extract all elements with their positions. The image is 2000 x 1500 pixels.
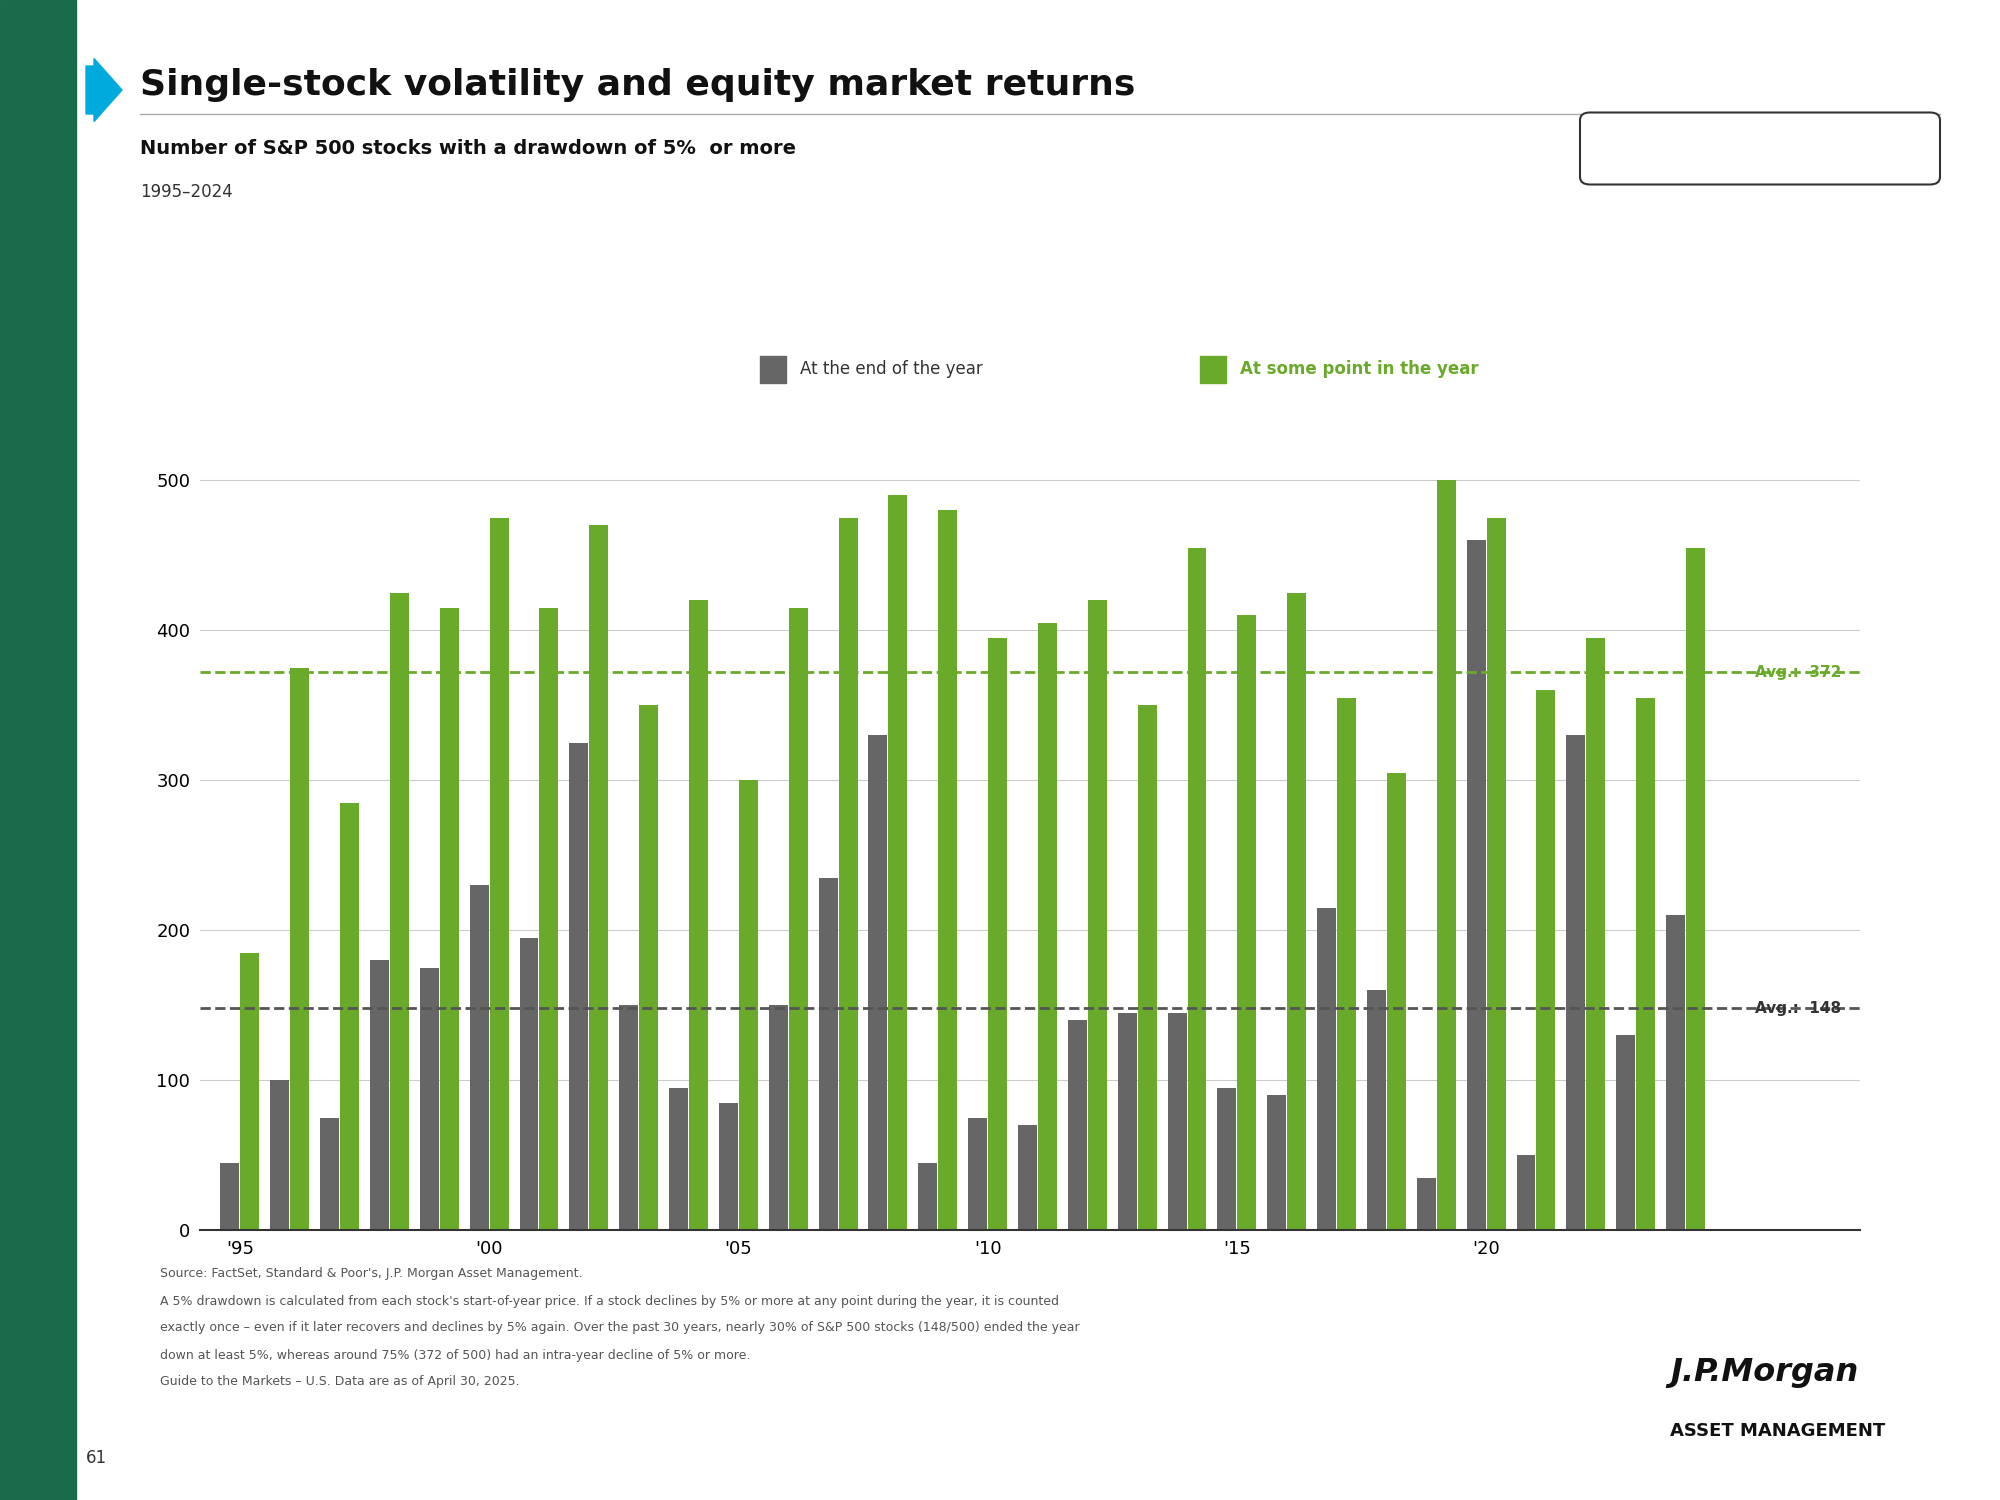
Bar	[938, 510, 958, 1230]
Bar	[440, 608, 458, 1230]
Bar	[1486, 518, 1506, 1230]
Text: J.P.Morgan: J.P.Morgan	[1670, 1358, 1858, 1389]
Bar	[1416, 1178, 1436, 1230]
Bar	[988, 638, 1008, 1230]
Bar	[918, 1162, 938, 1230]
Text: ASSET MANAGEMENT: ASSET MANAGEMENT	[1670, 1422, 1886, 1440]
Text: At the end of the year: At the end of the year	[800, 360, 982, 378]
Bar	[470, 885, 488, 1230]
Text: Investing Principles: Investing Principles	[30, 786, 46, 954]
Text: Single-stock volatility and equity market returns: Single-stock volatility and equity marke…	[140, 68, 1136, 102]
Bar	[1466, 540, 1486, 1230]
Bar	[1366, 990, 1386, 1230]
Bar	[370, 960, 388, 1230]
Bar	[1218, 1088, 1236, 1230]
Text: Source: FactSet, Standard & Poor's, J.P. Morgan Asset Management.: Source: FactSet, Standard & Poor's, J.P.…	[160, 1268, 582, 1281]
Bar	[490, 518, 508, 1230]
Bar	[1168, 1013, 1186, 1230]
Bar	[1288, 592, 1306, 1230]
Bar	[1516, 1155, 1536, 1230]
Bar	[590, 525, 608, 1230]
Bar	[718, 1102, 738, 1230]
Text: GTM: GTM	[1622, 141, 1658, 156]
Text: 1995–2024: 1995–2024	[140, 183, 232, 201]
Bar	[570, 742, 588, 1230]
Bar	[670, 1088, 688, 1230]
Bar	[1068, 1020, 1086, 1230]
Bar	[1268, 1095, 1286, 1230]
Bar	[620, 1005, 638, 1230]
Bar	[240, 952, 260, 1230]
Bar	[818, 878, 838, 1230]
Bar	[1318, 908, 1336, 1230]
Bar	[1118, 1013, 1136, 1230]
Bar	[868, 735, 888, 1230]
Bar	[738, 780, 758, 1230]
Bar	[540, 608, 558, 1230]
Bar	[1666, 915, 1686, 1230]
Bar	[1088, 600, 1106, 1230]
Bar	[220, 1162, 240, 1230]
Bar	[340, 802, 360, 1230]
Bar	[320, 1118, 340, 1230]
Text: 61: 61	[1870, 141, 1890, 156]
Bar	[420, 968, 438, 1230]
Bar	[838, 518, 858, 1230]
Bar	[1018, 1125, 1036, 1230]
Bar	[1338, 698, 1356, 1230]
Bar	[290, 668, 310, 1230]
Text: Avg.:  148: Avg.: 148	[1756, 1000, 1842, 1016]
Text: Number of S&P 500 stocks with a drawdown of 5%  or more: Number of S&P 500 stocks with a drawdown…	[140, 140, 796, 159]
Bar	[788, 608, 808, 1230]
Bar	[1586, 638, 1606, 1230]
Bar	[1138, 705, 1156, 1230]
Text: Avg.:  372: Avg.: 372	[1756, 664, 1842, 680]
Text: Guide to the Markets – U.S. Data are as of April 30, 2025.: Guide to the Markets – U.S. Data are as …	[160, 1376, 520, 1389]
Text: U.S.: U.S.	[1742, 141, 1778, 156]
Text: 61: 61	[86, 1449, 108, 1467]
Bar	[768, 1005, 788, 1230]
Bar	[968, 1118, 988, 1230]
Bar	[1386, 772, 1406, 1230]
Text: exactly once – even if it later recovers and declines by 5% again. Over the past: exactly once – even if it later recovers…	[160, 1322, 1080, 1335]
Bar	[1566, 735, 1586, 1230]
Bar	[520, 938, 538, 1230]
Bar	[888, 495, 908, 1230]
Bar	[1616, 1035, 1636, 1230]
Bar	[1536, 690, 1556, 1230]
Text: down at least 5%, whereas around 75% (372 of 500) had an intra-year decline of 5: down at least 5%, whereas around 75% (37…	[160, 1348, 750, 1362]
Bar	[1038, 622, 1056, 1230]
Bar	[1238, 615, 1256, 1230]
Text: At some point in the year: At some point in the year	[1240, 360, 1478, 378]
Bar	[1188, 548, 1206, 1230]
Bar	[1436, 480, 1456, 1230]
Bar	[1686, 548, 1704, 1230]
Bar	[640, 705, 658, 1230]
Bar	[270, 1080, 290, 1230]
Bar	[1636, 698, 1656, 1230]
Bar	[690, 600, 708, 1230]
Bar	[390, 592, 408, 1230]
Text: A 5% drawdown is calculated from each stock's start-of-year price. If a stock de: A 5% drawdown is calculated from each st…	[160, 1294, 1060, 1308]
